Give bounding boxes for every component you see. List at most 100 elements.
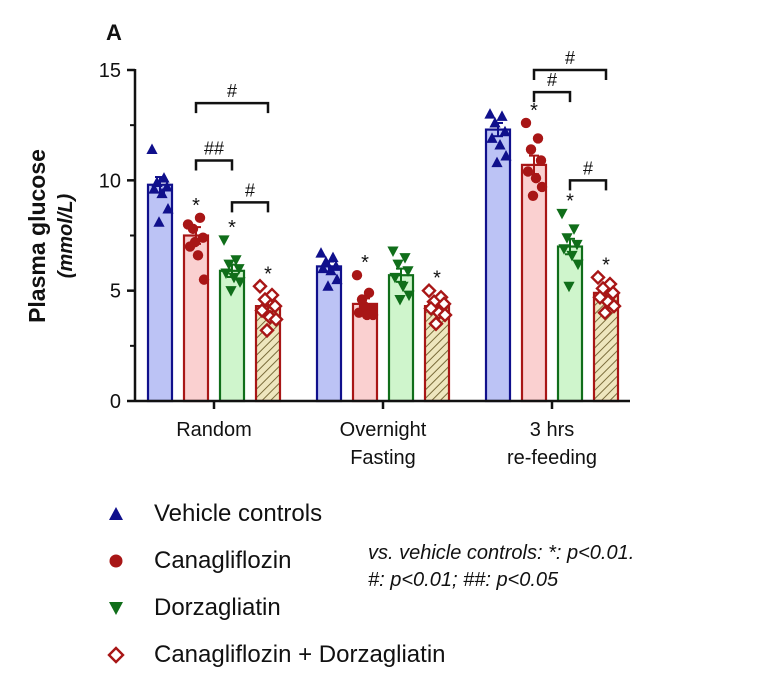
- data-point: [351, 270, 363, 281]
- legend-label: Vehicle controls: [154, 499, 323, 527]
- data-point: [189, 236, 201, 248]
- data-point: [223, 259, 235, 271]
- data-point: [252, 278, 268, 294]
- x-tick-label: Random: [176, 419, 252, 441]
- glucose-bar-chart: A Plasma glucose (mmol/L) ****** **######…: [24, 20, 630, 469]
- y-axis-label: Plasma glucose: [24, 149, 50, 323]
- data-point: [530, 172, 542, 184]
- data-point: [220, 268, 232, 280]
- bar-0-2: [484, 128, 512, 403]
- data-point: [254, 302, 270, 319]
- x-tick-label: Fasting: [350, 447, 416, 469]
- bar-1-0: [182, 234, 210, 403]
- data-point: [158, 172, 170, 183]
- data-point: [162, 203, 174, 214]
- data-point: [392, 259, 404, 271]
- data-point: [563, 281, 575, 293]
- data-point: [556, 208, 568, 220]
- data-point: [561, 233, 573, 244]
- bar-0-0: [146, 183, 174, 403]
- data-point: [597, 305, 613, 321]
- data-point: [228, 272, 240, 284]
- data-point: [327, 251, 339, 263]
- panel-label: A: [106, 20, 122, 45]
- data-point: [325, 264, 337, 276]
- data-point: [536, 181, 548, 193]
- comparison-bracket-0: [194, 101, 270, 114]
- data-point: [394, 294, 406, 306]
- data-point: [363, 287, 375, 299]
- bracket-label: #: [547, 70, 557, 90]
- data-point: [267, 298, 283, 314]
- triangle-down-icon: [104, 596, 128, 620]
- data-point: [571, 239, 583, 251]
- y-tick-label: 15: [99, 60, 121, 82]
- data-point: [486, 132, 498, 143]
- bracket-label: #: [565, 48, 575, 68]
- data-point: [187, 223, 199, 235]
- data-point: [389, 272, 401, 284]
- data-point: [257, 291, 273, 308]
- circle-icon: [104, 549, 128, 573]
- significance-note-line-1: vs. vehicle controls: *: p<0.01.: [368, 542, 635, 564]
- significance-star: *: [602, 254, 610, 276]
- data-point: [194, 212, 206, 224]
- data-point: [605, 285, 621, 301]
- significance-star: *: [433, 268, 441, 290]
- significance-star: *: [228, 217, 236, 239]
- data-point: [358, 300, 370, 312]
- significance-note-line-2: #: p<0.01; ##: p<0.05: [368, 569, 559, 591]
- data-point: [156, 187, 168, 199]
- data-point: [315, 247, 327, 258]
- data-point: [522, 166, 534, 177]
- data-point: [437, 307, 453, 323]
- data-point: [268, 311, 284, 328]
- data-point: [499, 125, 511, 137]
- data-point: [494, 139, 506, 150]
- x-tick-label: re-feeding: [507, 447, 597, 469]
- data-point: [218, 235, 230, 246]
- data-point: [317, 262, 329, 274]
- data-point: [387, 246, 399, 257]
- bar-2-2: [556, 245, 584, 403]
- data-point: [192, 250, 204, 261]
- bracket-label: #: [583, 158, 593, 178]
- legend: Vehicle controls Canagliflozin Dorzaglia…: [104, 490, 446, 678]
- significance-star: *: [361, 252, 369, 274]
- legend-item-dorzagliatin: Dorzagliatin: [104, 584, 446, 631]
- data-point: [330, 260, 342, 271]
- data-point: [322, 280, 334, 291]
- data-point: [566, 250, 578, 262]
- data-point: [331, 273, 343, 285]
- bracket-label: ##: [204, 138, 224, 158]
- diamond-icon: [104, 643, 128, 667]
- data-point: [484, 108, 496, 119]
- x-tick-label: Overnight: [340, 419, 427, 441]
- data-point: [496, 110, 508, 121]
- data-point: [500, 150, 512, 161]
- bracket-label: #: [245, 180, 255, 200]
- y-axis-unit: (mmol/L): [55, 193, 77, 278]
- data-point: [520, 117, 532, 129]
- legend-item-vehicle: Vehicle controls: [104, 490, 446, 537]
- data-point: [225, 286, 237, 297]
- legend-item-combination: Canagliflozin + Dorzagliatin: [104, 631, 446, 678]
- legend-label: Canagliflozin: [154, 546, 292, 574]
- data-point: [259, 322, 275, 339]
- data-point: [558, 244, 570, 255]
- comparison-bracket-5: [568, 179, 608, 191]
- data-point: [421, 282, 437, 299]
- data-point: [535, 155, 547, 166]
- data-point: [590, 269, 606, 286]
- data-point: [399, 253, 411, 264]
- data-point: [234, 277, 246, 288]
- data-point: [525, 144, 537, 155]
- data-point: [572, 259, 584, 271]
- data-point: [491, 156, 503, 168]
- data-point: [367, 309, 379, 321]
- y-tick-label: 5: [110, 281, 121, 303]
- legend-label: Dorzagliatin: [154, 593, 281, 621]
- comparison-bracket-1: [194, 159, 234, 171]
- significance-star: *: [264, 263, 272, 285]
- data-point: [532, 133, 544, 144]
